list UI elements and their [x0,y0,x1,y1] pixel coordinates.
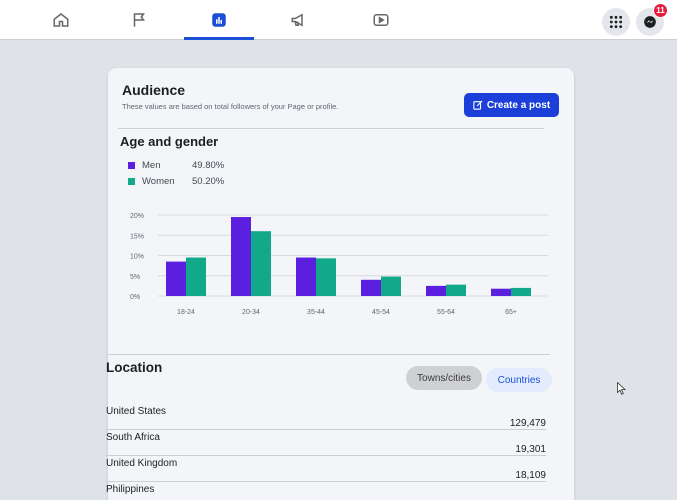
nav-tab-insights[interactable] [184,0,254,40]
video-play-icon [373,14,389,26]
follower-count: 129,479 [509,418,546,429]
x-tick-label: 35-44 [307,309,325,316]
bar-chart-icon [212,13,226,27]
messenger-button[interactable]: 11 [636,3,668,36]
bar-men[interactable] [426,285,446,296]
edit-icon [473,100,483,110]
x-tick-label: 18-24 [177,309,195,316]
flag-icon [133,13,145,27]
bar-women[interactable] [446,284,466,296]
y-tick-label: 15% [130,233,144,240]
bar-women[interactable] [251,231,271,296]
bar-men[interactable] [231,217,251,296]
audience-subtitle: These values are based on total follower… [122,102,339,111]
notification-badge: 11 [653,3,668,18]
y-tick-label: 5% [130,274,140,281]
bar-women[interactable] [316,258,336,296]
bar-men[interactable] [296,257,316,296]
top-navigation-bar: 11 [0,0,677,40]
countries-tab[interactable]: Countries [486,368,552,392]
grid-menu-icon [609,15,623,29]
nav-tab-home[interactable] [26,0,96,40]
towns-cities-tab[interactable]: Towns/cities [406,366,482,390]
nav-tab-flag[interactable] [104,0,174,40]
legend-label-men: Men [142,160,161,171]
legend-women: Women 50.20% [128,176,224,187]
legend-label-women: Women [142,176,175,187]
x-tick-label: 55-64 [437,309,455,316]
follower-count: 18,109 [515,470,546,481]
divider [108,354,550,355]
location-row[interactable]: Philippines [106,482,546,500]
location-row[interactable]: United States 129,479 [106,404,546,430]
y-tick-label: 0% [130,294,140,301]
country-name: United Kingdom [106,458,178,469]
location-section: Location Towns/cities Countries United S… [106,68,556,500]
follower-count: 19,301 [515,444,546,455]
bar-women[interactable] [381,276,401,296]
bar-men[interactable] [166,261,186,296]
bar-women[interactable] [511,287,531,296]
mouse-cursor-icon [617,382,626,395]
legend-swatch-men [128,162,135,169]
location-row[interactable]: South Africa 19,301 [106,430,546,456]
create-post-button[interactable]: Create a post [464,93,559,117]
megaphone-icon [291,13,303,27]
nav-tab-ads[interactable] [264,0,334,40]
y-tick-label: 20% [130,213,144,220]
country-name: United States [106,406,167,417]
x-tick-label: 45-54 [372,309,390,316]
legend-value-women: 50.20% [192,176,225,187]
audience-card: Audience These values are based on total… [108,68,574,500]
legend-swatch-women [128,178,135,185]
x-tick-label: 20-34 [242,309,260,316]
bar-women[interactable] [186,257,206,296]
home-icon [53,13,69,27]
legend-value-men: 49.80% [192,160,225,171]
bar-men[interactable] [361,279,381,296]
audience-title: Audience [122,82,186,98]
legend-men: Men 49.80% [128,160,224,171]
messenger-icon [644,16,656,28]
menu-button[interactable] [602,8,630,36]
y-tick-label: 10% [130,254,144,261]
location-title: Location [106,360,163,375]
country-name: South Africa [106,432,160,443]
x-tick-label: 65+ [505,309,517,316]
country-name: Philippines [106,484,155,495]
bar-men[interactable] [491,288,511,296]
divider [118,128,544,129]
age-gender-title: Age and gender [120,134,219,149]
age-gender-chart: 20% 15% 10% 5% 0% 18-24 20-34 35-44 45-54 55-64 65… [130,213,548,316]
nav-tab-watch[interactable] [346,0,416,40]
create-post-label: Create a post [486,99,551,111]
location-row[interactable]: United Kingdom 18,109 [106,456,546,482]
